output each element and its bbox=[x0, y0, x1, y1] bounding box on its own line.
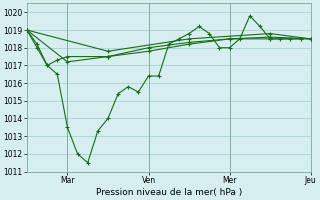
X-axis label: Pression niveau de la mer( hPa ): Pression niveau de la mer( hPa ) bbox=[96, 188, 242, 197]
